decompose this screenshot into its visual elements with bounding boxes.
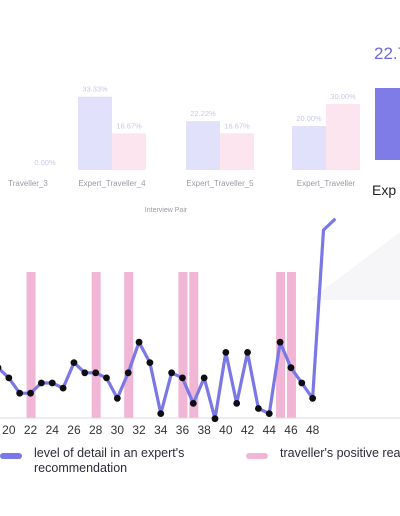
x-tick-label: 42: [241, 423, 255, 437]
x-tick-label: 28: [89, 423, 103, 437]
legend-item-positive: traveller's positive rea: [246, 446, 400, 461]
x-tick-label: 30: [111, 423, 125, 437]
data-point: [189, 400, 197, 407]
data-point: [113, 394, 121, 402]
bar-traveller-1: [112, 133, 146, 170]
pink-band: [178, 272, 188, 418]
side-value: 22.7: [374, 44, 400, 63]
bar-value-label: 0.00%: [34, 158, 56, 167]
bar-value-label: 16.67%: [224, 121, 250, 130]
data-point: [222, 349, 230, 356]
line-chart: 20 22 24 26 28 30 32 34 36 38 40 42 44 46 48: [0, 218, 400, 437]
x-tick-label: Expert_Traveller_4: [78, 179, 146, 188]
bar-value-label: 30.00%: [330, 92, 356, 101]
data-point: [157, 410, 165, 417]
data-point: [309, 394, 317, 402]
data-point: [81, 369, 89, 377]
x-tick-label: 34: [154, 423, 168, 437]
x-tick-label: 32: [132, 423, 146, 437]
data-point: [211, 415, 219, 423]
pink-band: [124, 272, 134, 418]
data-point: [92, 369, 100, 377]
side-label: Exp: [372, 182, 397, 198]
bar-chart: 0.00% Traveller_3 33.33% 16.67% Expert_Trave…: [8, 85, 400, 214]
x-tick-label: 20: [2, 423, 16, 437]
data-point: [255, 405, 262, 412]
data-point: [135, 338, 143, 346]
x-tick-label: Traveller_3: [8, 179, 48, 188]
x-tick-label: 36: [176, 423, 190, 437]
x-tick-label: 46: [284, 423, 298, 437]
bar-value-label: 33.33%: [82, 85, 108, 94]
x-tick-label: 24: [46, 423, 60, 437]
x-tick-label: 44: [263, 423, 277, 437]
x-tick-label: 22: [24, 423, 38, 437]
pink-band: [189, 272, 199, 418]
bar-traveller-2: [220, 133, 254, 170]
data-point: [287, 364, 295, 372]
data-point: [244, 349, 251, 356]
bar-value-label: 16.67%: [116, 121, 142, 130]
data-point: [146, 359, 154, 366]
data-point: [59, 384, 67, 392]
data-point: [168, 369, 176, 377]
bar-expert-1: [78, 96, 112, 170]
data-point: [265, 410, 273, 417]
x-axis-title: Interview Pair: [145, 207, 188, 214]
x-tick-label: Expert_Traveller_5: [186, 179, 254, 188]
pink-band: [286, 272, 296, 418]
x-tick-label: Expert_Traveller: [297, 179, 356, 188]
data-point: [38, 379, 45, 387]
data-point: [298, 379, 306, 387]
legend-label-positive: traveller's positive rea: [280, 446, 400, 460]
legend-item-detail: level of detail in an expert's recommend…: [0, 446, 234, 476]
side-bar: [375, 88, 400, 160]
data-point: [27, 389, 34, 397]
bar-expert-2: [186, 121, 220, 170]
bar-value-label: 22.22%: [190, 109, 216, 118]
x-tick-label: 48: [306, 423, 320, 437]
legend-swatch-band: [246, 453, 268, 459]
data-point: [276, 338, 284, 346]
x-tick-label: 26: [67, 423, 81, 437]
background-accent: [310, 232, 400, 300]
legend-label-detail: level of detail in an expert's recommend…: [34, 446, 185, 475]
legend: level of detail in an expert's recommend…: [0, 440, 400, 516]
data-point: [0, 364, 2, 371]
data-point: [124, 369, 132, 377]
pink-band: [26, 272, 36, 418]
bar-value-label: 20.00%: [296, 114, 322, 123]
bar-expert-3: [292, 126, 326, 170]
data-point: [179, 374, 186, 382]
x-tick-label: 40: [219, 423, 233, 437]
data-point: [70, 359, 78, 366]
pink-band: [91, 272, 101, 418]
data-point: [103, 374, 110, 382]
data-point: [16, 389, 24, 397]
data-point: [233, 400, 241, 407]
data-point: [5, 374, 13, 382]
legend-swatch-line: [0, 453, 22, 459]
bar-traveller-3: [326, 104, 360, 170]
x-tick-label: 38: [197, 423, 211, 437]
data-point: [48, 379, 56, 387]
data-point: [200, 374, 208, 382]
